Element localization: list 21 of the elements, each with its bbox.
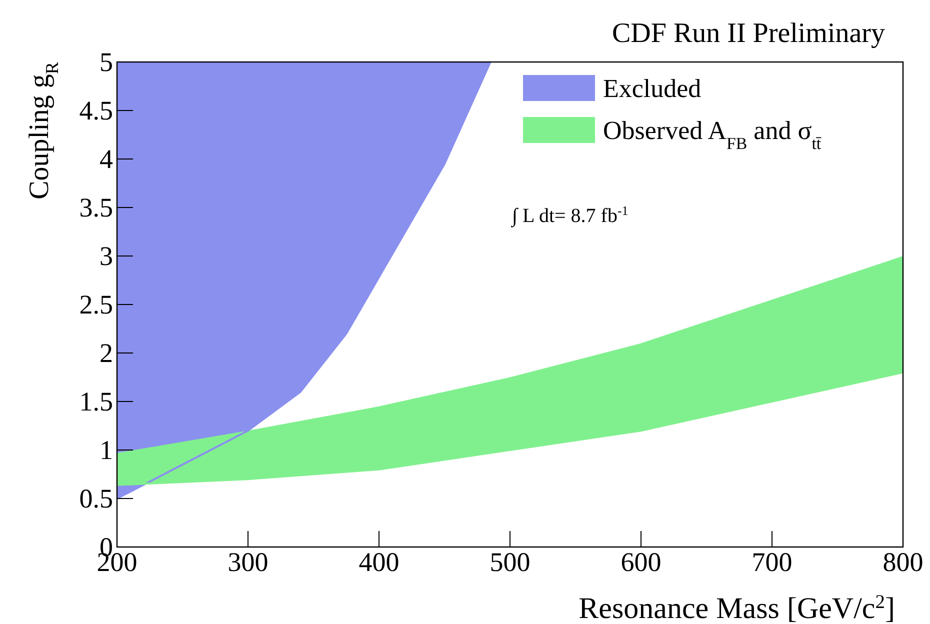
x-tick-label: 400: [358, 547, 400, 577]
x-tick-label: 300: [228, 547, 268, 577]
x-tick-label: 700: [752, 547, 792, 577]
y-tick-label: 2: [100, 338, 113, 368]
y-tick-label: 4.5: [79, 96, 113, 126]
y-tick-label: 3: [100, 241, 113, 271]
y-tick-label: 4: [100, 144, 114, 174]
y-tick-label: 1: [100, 435, 113, 465]
x-tick-label: 600: [620, 547, 662, 577]
legend-label: Observed A$_{FB}$ and σ$_{tt̄}$: [603, 116, 822, 152]
y-tick-label: 1.5: [79, 386, 113, 416]
legend-label: Excluded: [603, 74, 702, 103]
x-tick-label: 500: [490, 547, 530, 577]
y-tick-label: 0.5: [79, 484, 113, 514]
x-tick-label: 800: [882, 547, 924, 577]
y-tick-label: 2.5: [79, 290, 113, 320]
annotation: ∫ L dt= 8.7 fb$^{-1}$: [510, 202, 628, 228]
y-tick-label: 3.5: [79, 192, 113, 222]
chart-title: CDF Run II Preliminary: [612, 18, 885, 49]
y-tick-label: 5: [100, 47, 113, 77]
x-axis-title: Resonance Mass [GeV/c$^{2}$]: [578, 592, 895, 624]
